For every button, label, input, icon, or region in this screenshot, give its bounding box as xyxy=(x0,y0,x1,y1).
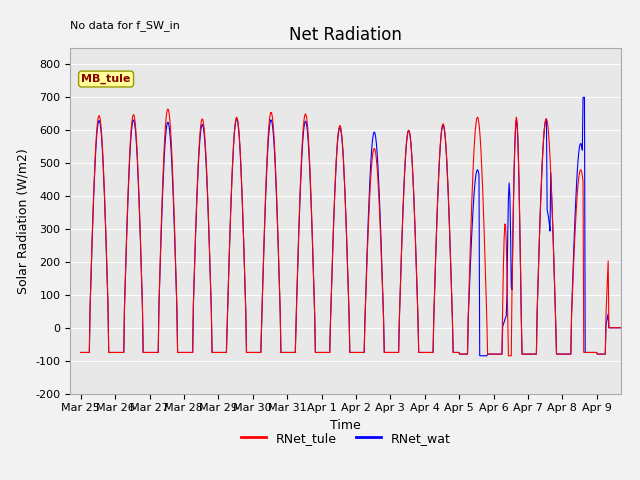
Text: MB_tule: MB_tule xyxy=(81,74,131,84)
Legend: RNet_tule, RNet_wat: RNet_tule, RNet_wat xyxy=(236,427,456,450)
X-axis label: Time: Time xyxy=(330,419,361,432)
Text: No data for f_SW_in: No data for f_SW_in xyxy=(70,20,180,31)
Title: Net Radiation: Net Radiation xyxy=(289,25,402,44)
Y-axis label: Solar Radiation (W/m2): Solar Radiation (W/m2) xyxy=(17,148,30,294)
